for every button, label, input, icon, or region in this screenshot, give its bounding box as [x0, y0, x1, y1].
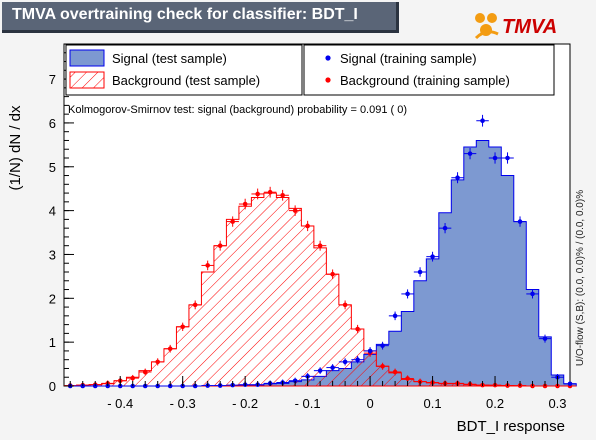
signal-train-point	[363, 347, 377, 355]
chart-title: TMVA overtraining check for classifier: …	[12, 6, 358, 23]
tmva-logo: TMVA	[474, 13, 557, 40]
legend-label-signal-train: Signal (training sample)	[340, 51, 477, 66]
signal-train-point	[526, 289, 539, 299]
signal-train-point	[488, 152, 502, 164]
background-train-point	[388, 368, 402, 376]
signal-train-point	[426, 251, 439, 262]
background-train-point	[213, 240, 227, 251]
background-train-point	[188, 300, 202, 310]
x-tick-label: 0	[366, 396, 373, 411]
signal-train-point	[376, 341, 389, 350]
background-train-point	[401, 375, 414, 382]
x-tick-label: - 0.1	[295, 396, 321, 411]
y-tick-label: 2	[49, 291, 56, 306]
overflow-label: U/O-flow (S,B): (0.0, 0.0)% / (0.0, 0.0)…	[575, 190, 586, 366]
background-train-point	[288, 205, 302, 216]
legend-marker-signal-train	[325, 55, 331, 61]
background-train-point	[301, 220, 314, 232]
legend: Signal (test sample) Background (test sa…	[65, 44, 555, 96]
y-tick-label: 3	[49, 247, 56, 262]
y-tick-label: 0	[49, 379, 56, 394]
signal-train-point	[563, 381, 577, 387]
signal-train-point	[463, 147, 477, 160]
x-tick-label: - 0.3	[170, 396, 196, 411]
logo-dot-icon	[487, 13, 497, 23]
background-train-point	[201, 260, 214, 271]
x-axis-label: BDT_I response	[457, 418, 565, 435]
y-tick-label: 7	[49, 72, 56, 87]
y-axis-label: (1/N) dN / dx	[7, 105, 24, 191]
legend-box-left	[65, 44, 303, 96]
signal-train-point	[401, 289, 414, 299]
signal-train-point	[413, 267, 427, 277]
signal-train-point	[388, 311, 402, 321]
background-train-point	[276, 189, 289, 201]
y-tick-label: 1	[49, 335, 56, 350]
background-train-point	[263, 186, 277, 198]
logo-dot-icon	[475, 13, 485, 23]
legend-label-background-test: Background (test sample)	[112, 73, 260, 88]
background-train-point	[126, 374, 139, 382]
x-tick-label: - 0.2	[232, 396, 258, 411]
y-tick-label: 5	[49, 160, 56, 175]
axes: - 0.4 - 0.3 - 0.2 - 0.1 0 0.1 0.2 0.3 0 1 2 3 4 5 6 7	[49, 52, 567, 411]
signal-train-point	[438, 223, 452, 234]
legend-marker-background-train	[325, 77, 331, 83]
y-tick-label: 6	[49, 116, 56, 131]
legend-label-signal-test: Signal (test sample)	[112, 51, 227, 66]
signal-train-point	[451, 172, 464, 184]
signal-train-point	[351, 356, 364, 364]
title-bar: TMVA overtraining check for classifier: …	[2, 2, 399, 33]
legend-swatch-signal-test	[69, 49, 105, 67]
signal-train-point	[338, 358, 352, 366]
logo-text: TMVA	[502, 16, 557, 38]
legend-box-right	[303, 44, 555, 96]
logo-swoosh-icon	[474, 30, 499, 40]
y-tick-label: 4	[49, 204, 56, 219]
background-train-point	[251, 188, 264, 200]
signal-train-point	[513, 216, 527, 227]
background-train-point	[176, 322, 189, 331]
background-train-point	[376, 362, 389, 370]
legend-label-background-train: Background (training sample)	[340, 73, 510, 88]
signal-train-point	[476, 114, 489, 127]
background-train-point	[226, 216, 239, 227]
x-tick-label: - 0.4	[107, 396, 133, 411]
signal-train-point	[313, 367, 327, 375]
background-train-point	[338, 300, 352, 310]
signal-train-point	[326, 364, 339, 372]
background-train-point	[163, 344, 177, 353]
x-tick-label: 0.2	[486, 396, 504, 411]
background-train-point	[313, 240, 327, 251]
x-tick-label: 0.3	[548, 396, 566, 411]
signal-train-point	[501, 152, 514, 164]
background-train-point	[351, 324, 364, 334]
legend-swatch-background-test	[69, 71, 105, 89]
background-train-point	[138, 368, 152, 376]
x-tick-label: 0.1	[424, 396, 442, 411]
background-train-point	[326, 269, 339, 279]
background-train-point	[151, 358, 164, 366]
ks-test-text: Kolmogorov-Smirnov test: signal (backgro…	[68, 104, 407, 116]
background-train-point	[238, 198, 252, 210]
signal-train-point	[538, 334, 552, 343]
